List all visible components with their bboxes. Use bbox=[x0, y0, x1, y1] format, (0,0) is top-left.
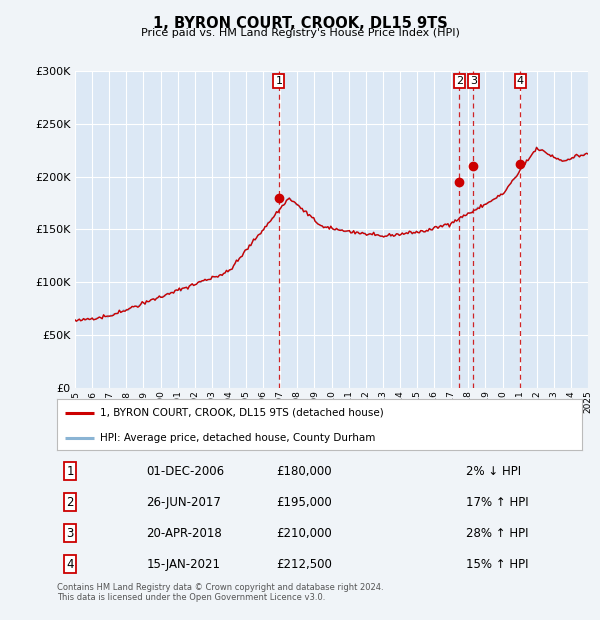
Text: 26-JUN-2017: 26-JUN-2017 bbox=[146, 496, 221, 508]
Text: 1, BYRON COURT, CROOK, DL15 9TS: 1, BYRON COURT, CROOK, DL15 9TS bbox=[152, 16, 448, 30]
Text: 4: 4 bbox=[67, 558, 74, 570]
Text: 1: 1 bbox=[67, 465, 74, 477]
Text: 2: 2 bbox=[67, 496, 74, 508]
Text: 4: 4 bbox=[517, 76, 524, 86]
Text: 1: 1 bbox=[275, 76, 283, 86]
Text: 20-APR-2018: 20-APR-2018 bbox=[146, 527, 222, 539]
Text: £212,500: £212,500 bbox=[276, 558, 332, 570]
Text: Contains HM Land Registry data © Crown copyright and database right 2024.
This d: Contains HM Land Registry data © Crown c… bbox=[57, 583, 383, 602]
Text: HPI: Average price, detached house, County Durham: HPI: Average price, detached house, Coun… bbox=[100, 433, 376, 443]
Text: 01-DEC-2006: 01-DEC-2006 bbox=[146, 465, 224, 477]
Text: 3: 3 bbox=[67, 527, 74, 539]
Text: 2: 2 bbox=[456, 76, 463, 86]
Text: 15-JAN-2021: 15-JAN-2021 bbox=[146, 558, 220, 570]
Text: 15% ↑ HPI: 15% ↑ HPI bbox=[467, 558, 529, 570]
Text: 28% ↑ HPI: 28% ↑ HPI bbox=[467, 527, 529, 539]
Text: Price paid vs. HM Land Registry's House Price Index (HPI): Price paid vs. HM Land Registry's House … bbox=[140, 28, 460, 38]
Text: 3: 3 bbox=[470, 76, 477, 86]
Text: 17% ↑ HPI: 17% ↑ HPI bbox=[467, 496, 529, 508]
Text: 2% ↓ HPI: 2% ↓ HPI bbox=[467, 465, 521, 477]
Text: £210,000: £210,000 bbox=[276, 527, 332, 539]
Text: £195,000: £195,000 bbox=[276, 496, 332, 508]
Text: £180,000: £180,000 bbox=[276, 465, 332, 477]
Text: 1, BYRON COURT, CROOK, DL15 9TS (detached house): 1, BYRON COURT, CROOK, DL15 9TS (detache… bbox=[100, 408, 384, 418]
